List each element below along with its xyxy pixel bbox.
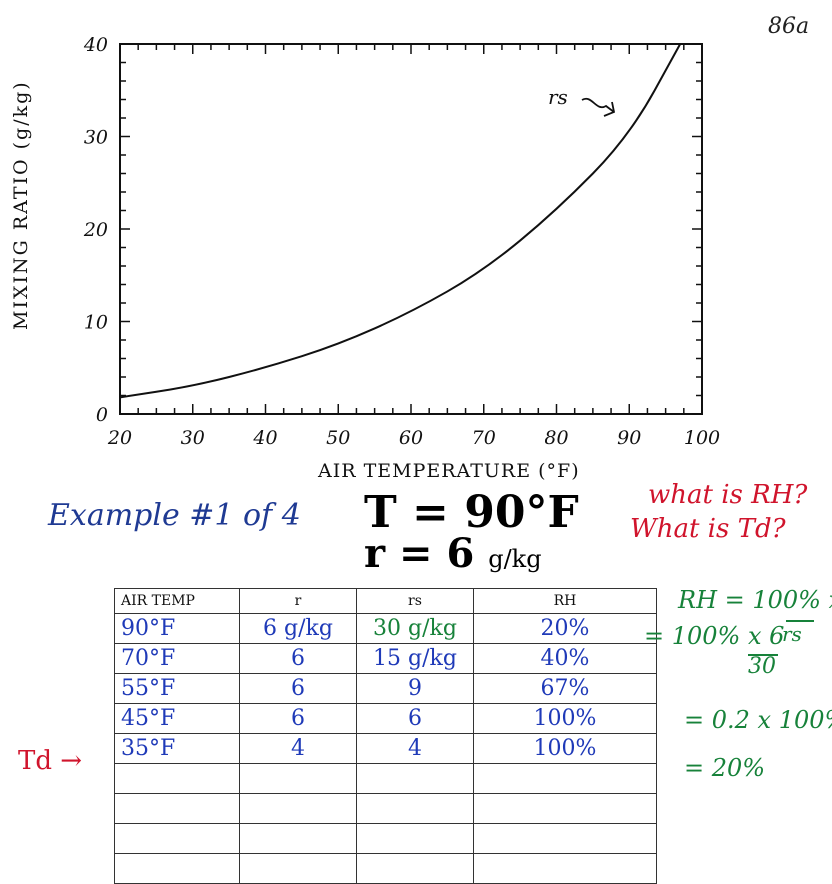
- x-tick-label: 80: [544, 427, 568, 449]
- mixing-ratio-equation: r = 6 g/kg: [364, 530, 542, 577]
- table-cell: 55°F: [114, 673, 240, 704]
- series-line-rs: [119, 43, 682, 399]
- table-row: 45°F 6 6 100%: [114, 703, 657, 734]
- table-row: 55°F 6 9 67%: [114, 673, 657, 704]
- chart-series: rs: [119, 43, 682, 399]
- y-axis-label: MIXING RATIO (g/kg): [10, 80, 32, 330]
- table-row: [114, 853, 657, 884]
- mixing-ratio-chart: 20 30 40 50 60 70 80 90 100 0 10 20 30 40 rs: [83, 34, 720, 449]
- table-cell: [239, 763, 357, 794]
- table-cell: [356, 823, 474, 854]
- table-cell: [114, 793, 240, 824]
- table-header-cell: rs: [356, 588, 474, 614]
- calc-line-2: = 100% x 6: [644, 622, 785, 650]
- x-tick-label: 70: [472, 427, 496, 449]
- table-cell: [473, 763, 657, 794]
- table-row: [114, 823, 657, 854]
- calc-line-4: = 20%: [684, 754, 766, 782]
- calc-line-2-denominator: 30: [748, 654, 776, 679]
- x-axis-label: AIR TEMPERATURE (°F): [318, 460, 580, 482]
- table-cell: [239, 823, 357, 854]
- calc-line-1-denominator: rs: [782, 622, 802, 646]
- data-table: AIR TEMP r rs RH 90°F 6 g/kg 30 g/kg 20% 70°F 6 15…: [114, 588, 657, 884]
- calc-fraction-bar-2: [748, 654, 778, 656]
- table-cell: 6: [356, 703, 474, 734]
- table-cell: [356, 793, 474, 824]
- table-header-row: AIR TEMP r rs RH: [114, 588, 657, 614]
- table-cell: 6: [239, 673, 357, 704]
- table-cell: 90°F: [114, 613, 240, 644]
- plot-frame: [119, 43, 703, 415]
- table-cell: 15 g/kg: [356, 643, 474, 674]
- table-row: [114, 763, 657, 794]
- table-cell: [239, 853, 357, 884]
- table-row: [114, 793, 657, 824]
- table-row: 70°F 6 15 g/kg 40%: [114, 643, 657, 674]
- table-cell: 20%: [473, 613, 657, 644]
- table-cell: 70°F: [114, 643, 240, 674]
- table-cell: [473, 853, 657, 884]
- table-cell: [114, 763, 240, 794]
- table-cell: 4: [356, 733, 474, 764]
- table-cell: [356, 763, 474, 794]
- table-header-cell: RH: [473, 588, 657, 614]
- x-tick-label: 40: [252, 427, 277, 449]
- table-cell: 6: [239, 703, 357, 734]
- table-cell: 35°F: [114, 733, 240, 764]
- table-cell: 4: [239, 733, 357, 764]
- table-cell: 45°F: [114, 703, 240, 734]
- temperature-equation: T = 90°F: [364, 487, 579, 538]
- y-tick-label: 10: [84, 312, 108, 334]
- table-cell: [473, 793, 657, 824]
- table-cell: [114, 853, 240, 884]
- series-label-arrow: [581, 97, 616, 117]
- x-tick-label: 20: [107, 427, 132, 449]
- question-td: What is Td?: [630, 514, 786, 544]
- table-cell: [356, 853, 474, 884]
- x-tick-label: 60: [399, 427, 423, 449]
- x-tick-label: 90: [617, 427, 641, 449]
- table-cell: [473, 823, 657, 854]
- example-title: Example #1 of 4: [48, 498, 301, 533]
- series-label: rs: [548, 85, 568, 109]
- calc-line-3: = 0.2 x 100%: [684, 706, 832, 734]
- table-cell: 6: [239, 643, 357, 674]
- x-tick-label: 100: [684, 427, 720, 449]
- y-tick-label: 20: [83, 219, 108, 241]
- table-cell: 100%: [473, 733, 657, 764]
- table-cell: 6 g/kg: [239, 613, 357, 644]
- calc-fraction-bar-1: [786, 620, 814, 622]
- table-cell: 40%: [473, 643, 657, 674]
- y-tick-label: 40: [83, 34, 108, 56]
- question-rh: what is RH?: [648, 480, 808, 510]
- calc-line-1: RH = 100% x r: [678, 586, 832, 614]
- table-row: 35°F 4 4 100%: [114, 733, 657, 764]
- mixing-ratio-value: r = 6: [364, 530, 475, 577]
- table-row: 90°F 6 g/kg 30 g/kg 20%: [114, 613, 657, 644]
- y-tick-label: 0: [96, 404, 108, 426]
- table-cell: [239, 793, 357, 824]
- td-label: Td →: [18, 746, 83, 776]
- table-header-cell: r: [239, 588, 357, 614]
- table-header-cell: AIR TEMP: [114, 588, 240, 614]
- y-tick-label: 30: [84, 127, 108, 149]
- chart-axes: [119, 43, 703, 415]
- chart-ticks: 20 30 40 50 60 70 80 90 100 0 10 20 30 40: [83, 34, 720, 449]
- mixing-ratio-unit: g/kg: [488, 545, 542, 573]
- x-tick-label: 30: [181, 427, 205, 449]
- table-cell: [114, 823, 240, 854]
- table-cell: 9: [356, 673, 474, 704]
- table-cell: 30 g/kg: [356, 613, 474, 644]
- table-cell: 67%: [473, 673, 657, 704]
- page-number: 86a: [768, 14, 810, 39]
- x-tick-label: 50: [326, 427, 350, 449]
- table-cell: 100%: [473, 703, 657, 734]
